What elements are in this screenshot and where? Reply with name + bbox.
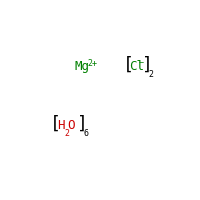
Text: O: O <box>68 119 75 132</box>
Text: Cl: Cl <box>130 60 145 73</box>
Text: −: − <box>139 58 144 67</box>
Text: 2: 2 <box>65 129 70 138</box>
Text: 2+: 2+ <box>88 59 98 68</box>
Text: Mg: Mg <box>75 60 90 73</box>
Text: 2: 2 <box>148 70 153 79</box>
Text: ]: ] <box>77 115 88 133</box>
Text: H: H <box>58 119 65 132</box>
Text: ]: ] <box>142 56 153 74</box>
Text: [: [ <box>50 115 61 133</box>
Text: [: [ <box>123 56 134 74</box>
Text: 6: 6 <box>83 129 88 138</box>
